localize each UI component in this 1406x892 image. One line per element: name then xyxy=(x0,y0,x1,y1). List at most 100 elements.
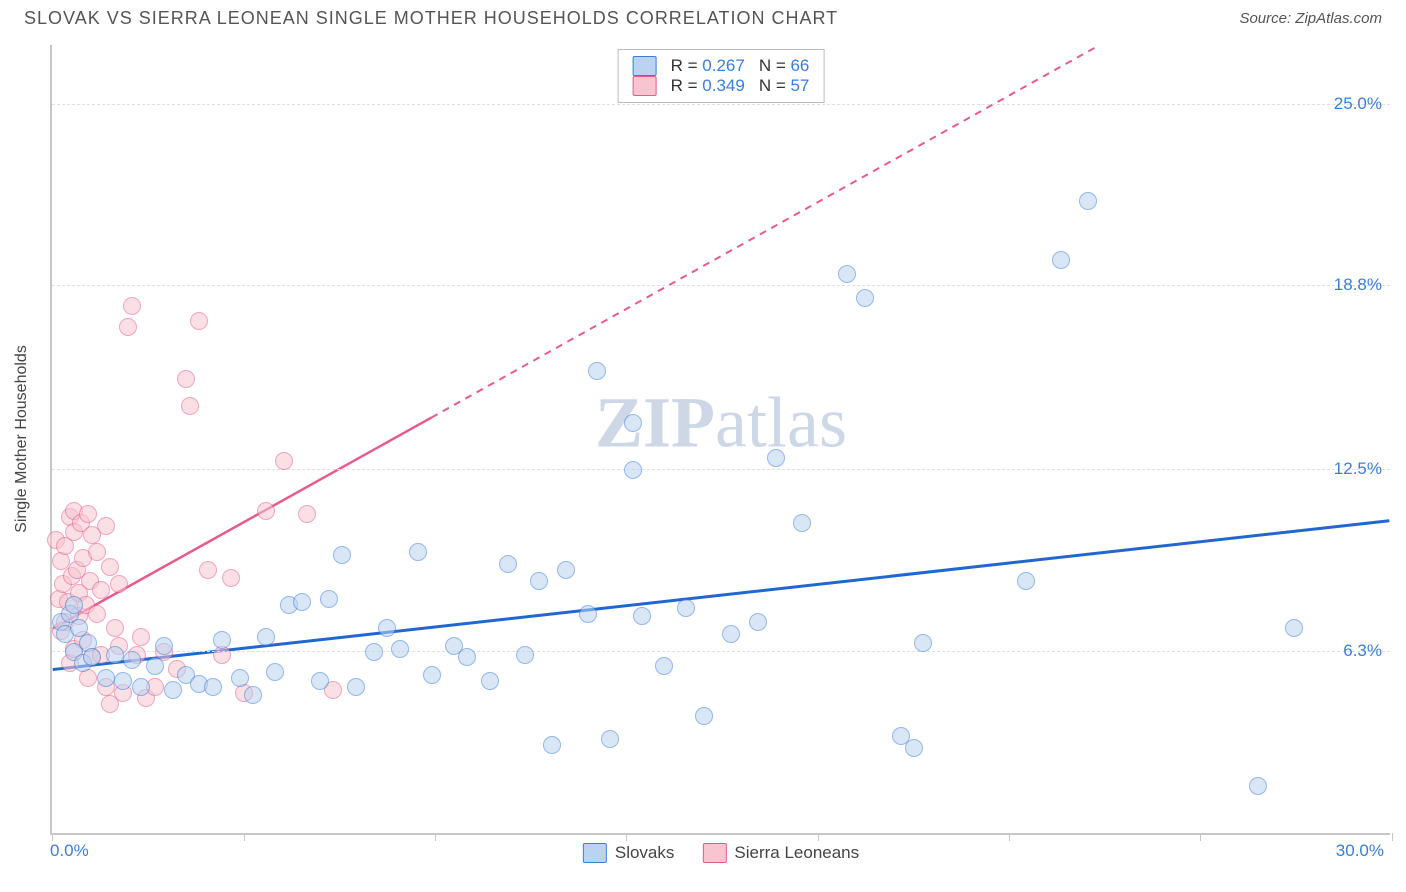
grid-line xyxy=(52,285,1390,286)
slovak-point xyxy=(749,613,767,631)
sierra-point xyxy=(199,561,217,579)
x-max-label: 30.0% xyxy=(1336,841,1384,861)
stat-n-label: N = 66 xyxy=(759,56,810,76)
y-tick-label: 25.0% xyxy=(1334,94,1382,114)
slovak-point xyxy=(914,634,932,652)
y-tick-label: 12.5% xyxy=(1334,459,1382,479)
x-tick xyxy=(435,833,436,841)
slovak-point xyxy=(132,678,150,696)
slovak-point xyxy=(97,669,115,687)
legend-swatch xyxy=(583,843,607,863)
regression-lines xyxy=(52,45,1390,833)
slovak-point xyxy=(557,561,575,579)
legend-item: Sierra Leoneans xyxy=(702,843,859,863)
sierra-point xyxy=(257,502,275,520)
y-tick-label: 18.8% xyxy=(1334,275,1382,295)
slovak-point xyxy=(65,596,83,614)
slovak-point xyxy=(106,646,124,664)
slovak-point xyxy=(1052,251,1070,269)
stats-row: R = 0.267 N = 66 xyxy=(633,56,810,76)
x-tick xyxy=(244,833,245,841)
slovak-point xyxy=(1249,777,1267,795)
sierra-point xyxy=(101,558,119,576)
watermark-bold: ZIP xyxy=(595,383,715,463)
slovak-point xyxy=(311,672,329,690)
slovak-point xyxy=(856,289,874,307)
slovak-point xyxy=(767,449,785,467)
sierra-point xyxy=(132,628,150,646)
sierra-point xyxy=(88,605,106,623)
sierra-point xyxy=(92,581,110,599)
slovak-point xyxy=(333,546,351,564)
slovak-point xyxy=(481,672,499,690)
grid-line xyxy=(52,469,1390,470)
sierra-point xyxy=(177,370,195,388)
slovak-point xyxy=(266,663,284,681)
slovak-point xyxy=(601,730,619,748)
slovak-point xyxy=(146,657,164,675)
legend-swatch xyxy=(633,56,657,76)
slovak-point xyxy=(458,648,476,666)
slovak-point xyxy=(1017,572,1035,590)
y-axis-label: Single Mother Households xyxy=(13,345,31,533)
slovak-point xyxy=(530,572,548,590)
stats-row: R = 0.349 N = 57 xyxy=(633,76,810,96)
sierra-point xyxy=(97,517,115,535)
legend-swatch xyxy=(702,843,726,863)
sierra-point xyxy=(123,297,141,315)
slovak-point xyxy=(164,681,182,699)
slovak-point xyxy=(231,669,249,687)
sierra-point xyxy=(181,397,199,415)
x-tick xyxy=(626,833,627,841)
slovak-point xyxy=(114,672,132,690)
slovak-point xyxy=(905,739,923,757)
slovak-point xyxy=(123,651,141,669)
x-tick xyxy=(818,833,819,841)
x-tick xyxy=(52,833,53,841)
slovak-point xyxy=(624,461,642,479)
chart-header: SLOVAK VS SIERRA LEONEAN SINGLE MOTHER H… xyxy=(0,0,1406,35)
slovak-point xyxy=(543,736,561,754)
slovak-point xyxy=(83,648,101,666)
slovak-point xyxy=(391,640,409,658)
sierra-point xyxy=(119,318,137,336)
slovak-point xyxy=(204,678,222,696)
stats-box: R = 0.267 N = 66 R = 0.349 N = 57 xyxy=(618,49,825,103)
slovak-point xyxy=(423,666,441,684)
slovak-point xyxy=(579,605,597,623)
slovak-point xyxy=(365,643,383,661)
stat-n-label: N = 57 xyxy=(759,76,810,96)
slovak-point xyxy=(838,265,856,283)
slovak-point xyxy=(588,362,606,380)
sierra-point xyxy=(106,619,124,637)
x-tick xyxy=(1200,833,1201,841)
slovak-point xyxy=(633,607,651,625)
slovak-point xyxy=(793,514,811,532)
chart-title: SLOVAK VS SIERRA LEONEAN SINGLE MOTHER H… xyxy=(24,8,838,29)
grid-line xyxy=(52,104,1390,105)
stat-r-label: R = 0.349 xyxy=(671,76,745,96)
y-tick-label: 6.3% xyxy=(1343,641,1382,661)
slovak-point xyxy=(516,646,534,664)
legend: Slovaks Sierra Leoneans xyxy=(583,843,859,863)
sierra-point xyxy=(79,505,97,523)
slovak-point xyxy=(347,678,365,696)
slovak-point xyxy=(257,628,275,646)
slovak-point xyxy=(624,414,642,432)
legend-swatch xyxy=(633,76,657,96)
slovak-point xyxy=(499,555,517,573)
slovak-point xyxy=(722,625,740,643)
sierra-point xyxy=(298,505,316,523)
grid-line xyxy=(52,651,1390,652)
sierra-point xyxy=(275,452,293,470)
stat-r-label: R = 0.267 xyxy=(671,56,745,76)
slovak-point xyxy=(244,686,262,704)
sierra-point xyxy=(110,575,128,593)
sierra-point xyxy=(222,569,240,587)
legend-label: Slovaks xyxy=(615,843,675,863)
x-min-label: 0.0% xyxy=(50,841,89,861)
slovak-point xyxy=(1079,192,1097,210)
slovak-point xyxy=(293,593,311,611)
legend-item: Slovaks xyxy=(583,843,675,863)
sierra-point xyxy=(88,543,106,561)
